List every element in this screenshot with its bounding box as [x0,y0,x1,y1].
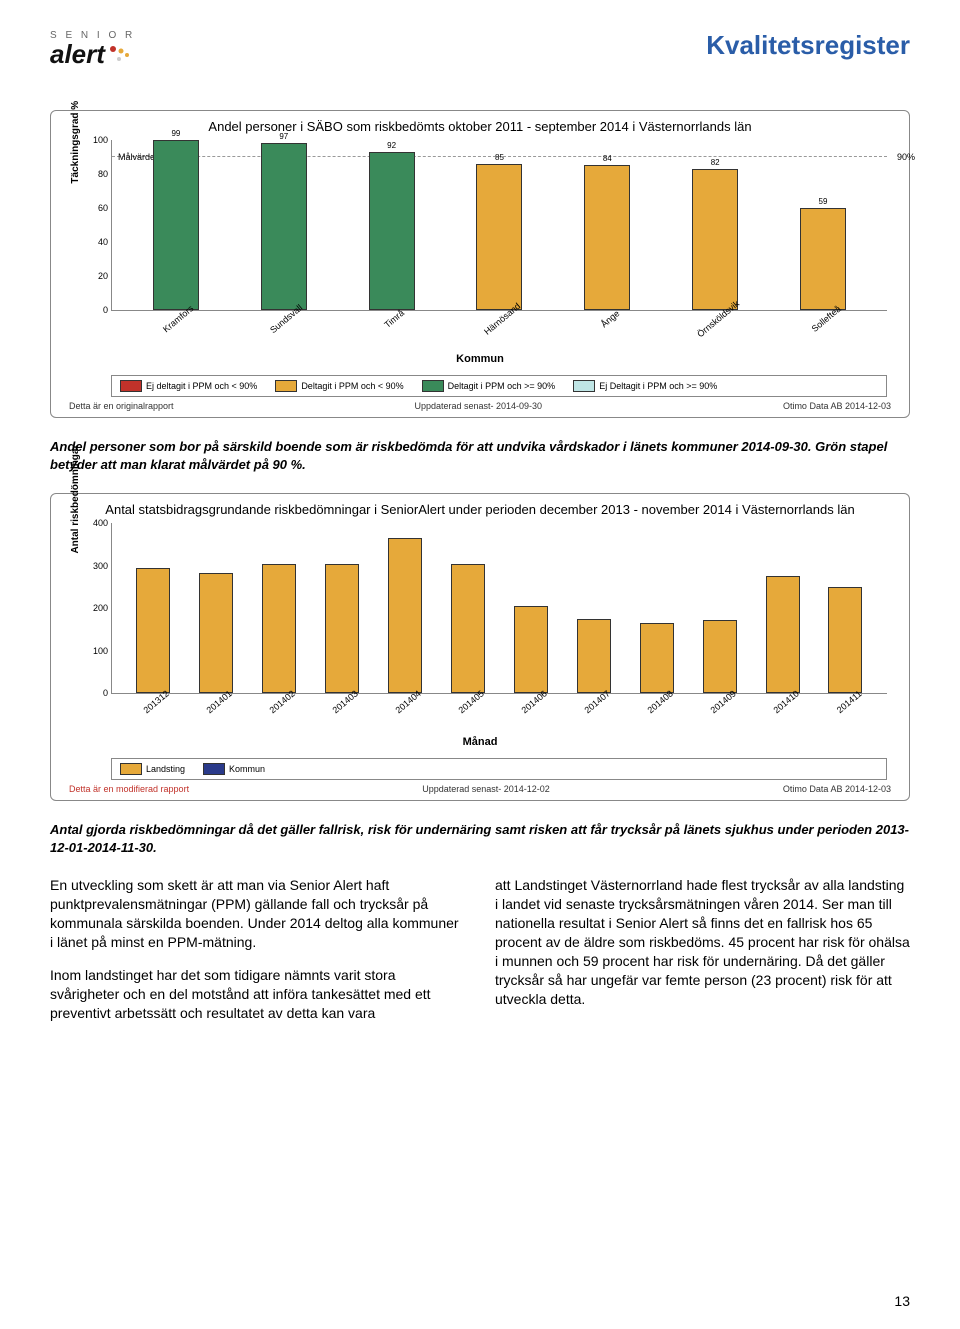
chart1-legend-item: Deltagit i PPM och >= 90% [422,380,556,392]
chart2-caption: Antal gjorda riskbedömningar då det gäll… [50,821,910,856]
chart2-y-ticks: 0100200300400 [82,523,108,693]
chart1-legend-item: Ej Deltagit i PPM och >= 90% [573,380,717,392]
page-header: S E N I O R alert Kvalitetsregister [50,30,910,70]
chart2-bar [385,538,425,693]
chart2-legend-item: Landsting [120,763,185,775]
page-number: 13 [894,1293,910,1309]
chart1-reference-label: 90% [897,152,915,162]
chart1-bar: 99 [146,129,206,310]
chart2-bar [133,568,173,693]
body-right-p1: att Landstinget Västernorrland hade fles… [495,876,910,1008]
chart2-bar [700,620,740,693]
body-col-right: att Landstinget Västernorrland hade fles… [495,876,910,1036]
chart1-coverage: Andel personer i SÄBO som riskbedömts ok… [50,110,910,418]
chart2-bar [322,564,362,693]
chart2-x-labels: 2013122014012014022014032014042014052014… [111,694,887,728]
chart1-caption: Andel personer som bor på särskild boend… [50,438,910,473]
chart2-bar [448,564,488,693]
chart2-footer-left: Detta är en modifierad rapport [69,784,189,794]
chart1-y-label: Täckningsgrad % [70,101,81,184]
chart2-bar [196,573,236,693]
chart1-footer-right: Otimo Data AB 2014-12-03 [783,401,891,411]
chart1-bar: 84 [577,154,637,310]
logo-text: alert [50,39,105,70]
chart1-bar: 92 [362,141,422,310]
chart2-bar [511,606,551,693]
page-title: Kvalitetsregister [706,30,910,61]
chart1-bars: 99979285848259 [112,140,887,310]
chart1-x-title: Kommun [63,353,897,365]
body-col-left: En utveckling som skett är att man via S… [50,876,465,1036]
chart1-legend-item: Ej deltagit i PPM och < 90% [120,380,257,392]
logo-dots-icon [109,39,131,70]
chart2-legend: Landsting Kommun [111,758,887,780]
chart2-riskbed: Antal statsbidragsgrundande riskbedömnin… [50,493,910,801]
chart1-footer-left: Detta är en originalrapport [69,401,174,411]
body-text-columns: En utveckling som skett är att man via S… [50,876,910,1036]
chart2-x-title: Månad [63,736,897,748]
body-left-p1: En utveckling som skett är att man via S… [50,876,465,952]
senior-alert-logo: S E N I O R alert [50,30,135,70]
chart2-footer-right: Otimo Data AB 2014-12-03 [783,784,891,794]
logo-main: alert [50,39,131,70]
chart1-bar: 82 [685,158,745,310]
chart2-bars [112,523,887,693]
chart1-footer: Detta är en originalrapport Uppdaterad s… [69,401,891,411]
chart2-bar [763,576,803,694]
chart1-legend-item: Deltagit i PPM och < 90% [275,380,403,392]
chart2-bar [574,619,614,693]
chart1-y-ticks: 020406080100 [82,140,108,310]
chart2-footer: Detta är en modifierad rapport Uppdatera… [69,784,891,794]
chart1-plot-area: Täckningsgrad % 020406080100 90% Målvärd… [111,140,887,311]
chart2-y-label: Antal riskbedömningar [70,445,81,554]
chart2-title: Antal statsbidragsgrundande riskbedömnin… [63,502,897,517]
chart2-footer-center: Uppdaterad senast- 2014-12-02 [422,784,550,794]
chart1-bar: 85 [469,153,529,311]
chart2-bar [259,564,299,694]
chart1-footer-center: Uppdaterad senast- 2014-09-30 [414,401,542,411]
body-left-p2: Inom landstinget har det som tidigare nä… [50,966,465,1023]
chart2-legend-item: Kommun [203,763,265,775]
chart1-bar: 59 [793,197,853,310]
chart1-bar: 97 [254,132,314,310]
chart2-plot-area: Antal riskbedömningar 0100200300400 [111,523,887,694]
chart1-legend: Ej deltagit i PPM och < 90% Deltagit i PP… [111,375,887,397]
chart2-bar [825,587,865,693]
chart2-bar [637,623,677,693]
chart1-x-labels: KramforsSundsvallTimråHärnösandÅngeÖrnsk… [111,311,887,345]
